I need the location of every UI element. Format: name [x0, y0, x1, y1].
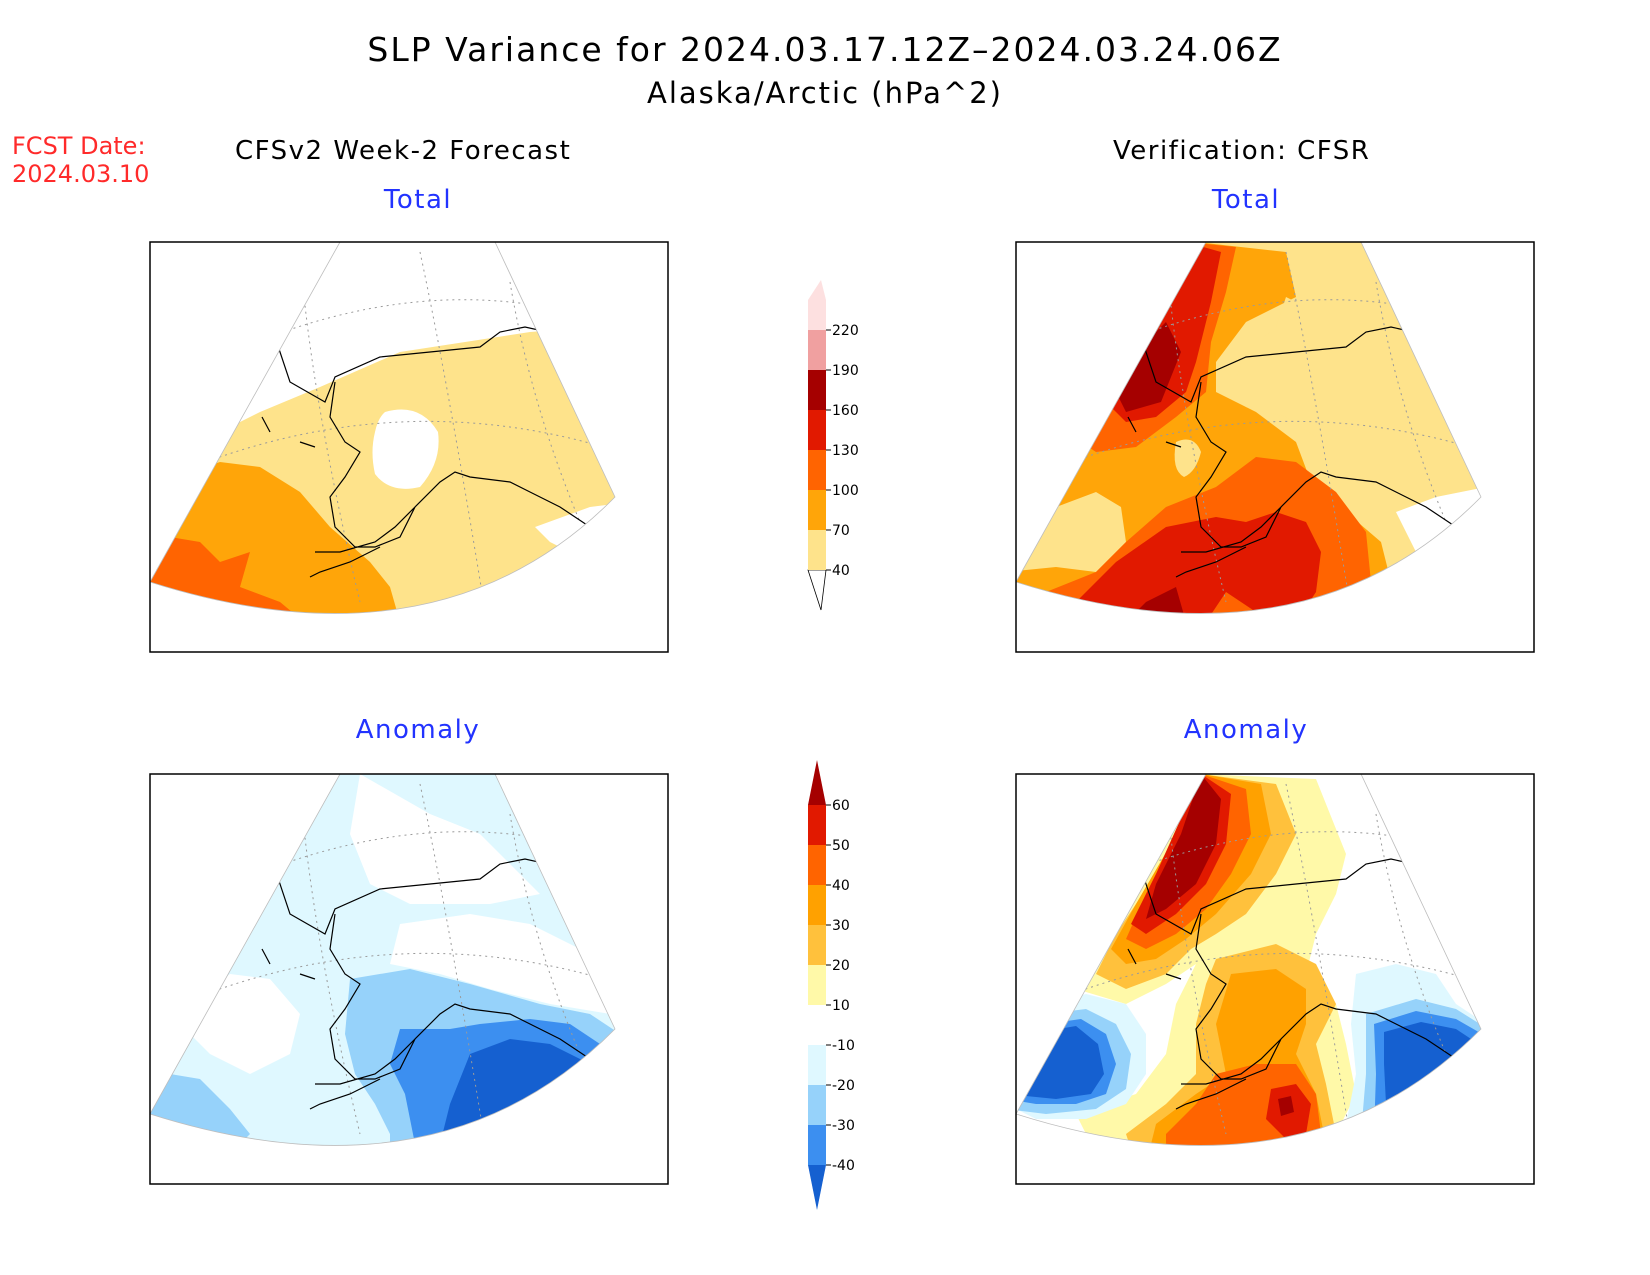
shade-none-north [350, 774, 540, 904]
colorbar-tick-label: 40 [832, 878, 850, 894]
coastline [1127, 858, 1481, 1110]
colorbar-swatch [808, 1045, 826, 1085]
colorbar-tick-label: -40 [832, 1158, 855, 1174]
colorbar-tick-label: 10 [832, 998, 850, 1014]
shade-160-190 [1116, 322, 1186, 614]
forecast-column-header: CFSv2 Week-2 Forecast [235, 136, 572, 166]
colorbar-tick-label: 30 [832, 918, 850, 934]
colorbar-tick-label: 160 [832, 403, 859, 419]
shade-below-minus40 [440, 1039, 615, 1146]
colorbar-swatch [808, 530, 826, 570]
colorbar-tick-label: 130 [832, 443, 859, 459]
shade-40-70-west [1016, 492, 1126, 572]
colorbar-tick-label: 60 [832, 798, 850, 814]
anomaly-colorbar: -40 -30 -20 -10 10 20 30 40 50 60 [808, 760, 855, 1210]
fcst-date-value: 2024.03.10 [12, 160, 150, 188]
colorbar-tip-high [808, 760, 826, 805]
colorbar-tick-label: 40 [832, 563, 850, 579]
colorbar-tick-label: -20 [832, 1078, 855, 1094]
forecast-anomaly-map [149, 773, 669, 1185]
fcst-date-label: FCST Date: [12, 132, 146, 160]
colorbar-swatch [808, 965, 826, 1005]
colorbar-tick-label: 20 [832, 958, 850, 974]
coastline [1127, 326, 1481, 578]
colorbar-swatch [808, 1085, 826, 1125]
colorbar-swatch [808, 885, 826, 925]
shade-above-60 [1146, 774, 1294, 1116]
colorbar-tick-label: -10 [832, 1038, 855, 1054]
colorbar-swatch [808, 330, 826, 370]
shade-below-minus40-west [1016, 1026, 1104, 1099]
forecast-total-title: Total [383, 185, 453, 215]
colorbar-tick-label: 220 [832, 323, 859, 339]
sector-outline [1015, 773, 1482, 1146]
verification-anomaly-title: Anomaly [1183, 715, 1309, 745]
panel-frame [1015, 241, 1535, 653]
colorbar-swatch [808, 280, 826, 330]
colorbar-tip-low [807, 569, 827, 611]
colorbar-tick-label: 100 [832, 483, 859, 499]
colorbar-tick-label: 190 [832, 363, 859, 379]
verification-total-title: Total [1211, 185, 1281, 215]
colorbar-tick-label: 70 [832, 523, 850, 539]
chart-subtitle: Alaska/Arctic (hPa^2) [647, 76, 1003, 110]
chart-title: SLP Variance for 2024.03.17.12Z–2024.03.… [367, 30, 1283, 69]
shade-none-center [372, 409, 439, 489]
shade-none-east [390, 914, 615, 1034]
colorbar-swatch [808, 1125, 826, 1165]
coastline [261, 326, 615, 578]
colorbar-swatch [808, 450, 826, 490]
forecast-anomaly-title: Anomaly [355, 715, 481, 745]
forecast-total-map [149, 241, 669, 653]
panel-frame [1015, 773, 1535, 1185]
colorbar-swatch [808, 845, 826, 885]
sector-outline [149, 773, 616, 1146]
colorbar-tip-low [808, 1165, 826, 1210]
colorbar-swatch [808, 490, 826, 530]
colorbar-tick-label: -30 [832, 1118, 855, 1134]
verification-column-header: Verification: CFSR [1113, 136, 1371, 166]
colorbar-swatch [808, 925, 826, 965]
sector-outline [1015, 241, 1482, 614]
colorbar-swatch [808, 805, 826, 845]
coastline [261, 858, 615, 1110]
colorbar-swatch [808, 1005, 826, 1045]
total-colorbar: 40 70 100 130 160 190 220 [807, 280, 859, 611]
colorbar-swatch [808, 370, 826, 410]
verification-total-map [1015, 241, 1535, 653]
colorbar-swatch [808, 410, 826, 450]
shade-none-west [190, 974, 300, 1074]
shade-130-160 [1056, 242, 1321, 614]
colorbar-tick-label: 50 [832, 838, 850, 854]
verification-anomaly-map [1015, 773, 1535, 1185]
shade-none-north-east [1231, 297, 1406, 477]
shade-40-70-lake [1174, 439, 1201, 477]
panel-frame [149, 241, 669, 653]
panel-frame [149, 773, 669, 1185]
sector-outline [149, 241, 616, 614]
shade-100-130 [150, 537, 330, 614]
